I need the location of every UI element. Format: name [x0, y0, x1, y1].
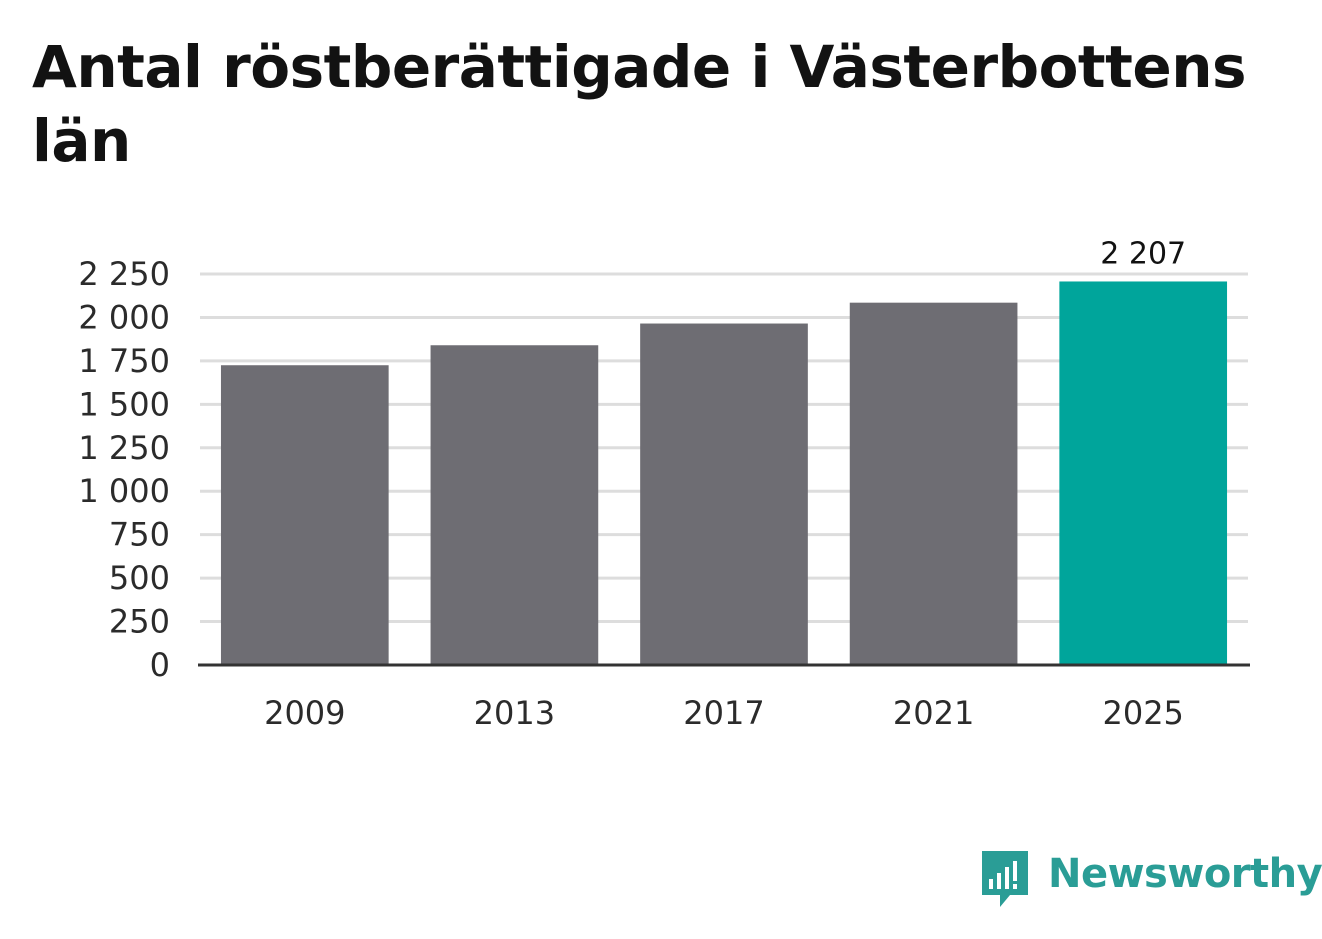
y-tick-label: 0	[150, 646, 170, 684]
bar-2009	[220, 365, 389, 665]
x-tick-label: 2013	[474, 694, 555, 732]
bar-2017	[640, 323, 808, 665]
y-tick-label: 1 250	[78, 429, 170, 467]
newsworthy-logo: Newsworthy	[980, 848, 1322, 912]
x-tick-label: 2009	[264, 694, 345, 732]
x-tick-label: 2017	[683, 694, 764, 732]
bar-2025	[1059, 281, 1228, 665]
y-tick-label: 1 500	[78, 385, 170, 423]
y-tick-label: 1 000	[78, 472, 170, 510]
y-tick-label: 250	[109, 603, 170, 641]
x-tick-label: 2025	[1102, 694, 1183, 732]
chart-title: Antal röstberättigade i Västerbottens lä…	[32, 33, 1247, 175]
bar-2013	[430, 345, 599, 665]
y-tick-label: 2 250	[78, 255, 170, 293]
y-tick-label: 1 750	[78, 342, 170, 380]
logo-text: Newsworthy	[1048, 851, 1322, 897]
y-tick-label: 750	[109, 516, 170, 554]
newsworthy-logo-icon	[982, 851, 1028, 907]
y-tick-label: 2 000	[78, 298, 170, 336]
bar-2021	[849, 302, 1018, 665]
y-tick-label: 500	[109, 559, 170, 597]
labels: 0 250 500 750 1 000 1 250 1 500 1 750 2 000 2 250…	[78, 236, 1186, 732]
bars	[220, 281, 1228, 665]
x-tick-label: 2021	[893, 694, 974, 732]
data-label: 2 207	[1100, 236, 1186, 271]
